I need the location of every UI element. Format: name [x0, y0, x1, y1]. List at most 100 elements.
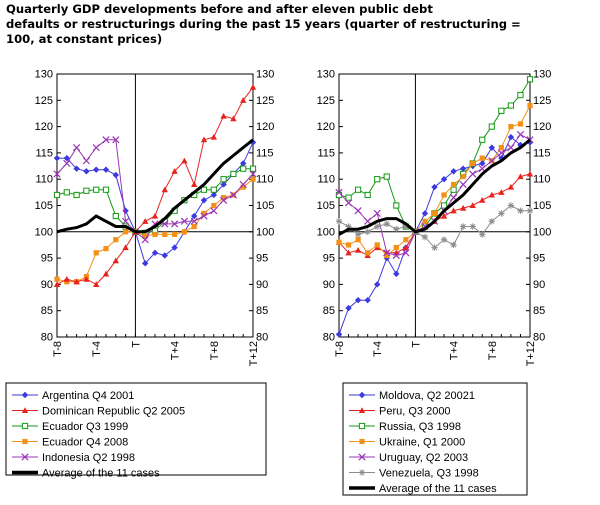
- data-point: [122, 207, 129, 214]
- data-point: [469, 170, 477, 178]
- y-tick-label-right: 115: [533, 147, 551, 159]
- data-point: [460, 173, 466, 180]
- y-tick-label-left: 125: [317, 95, 335, 107]
- data-point: [93, 281, 100, 287]
- data-point: [374, 176, 381, 183]
- y-tick-label-left: 105: [35, 200, 53, 212]
- y-tick-label-right: 125: [533, 95, 551, 107]
- data-point: [440, 202, 448, 209]
- x-tick-label: T+12: [248, 341, 260, 366]
- x-tick-label: T-8: [52, 341, 64, 357]
- x-tick-label: T: [130, 341, 142, 348]
- data-point: [200, 197, 208, 204]
- y-tick-label-left: 110: [35, 174, 53, 186]
- data-point: [92, 144, 100, 152]
- data-point: [102, 270, 110, 277]
- legend-swatch-marker: [358, 407, 366, 414]
- data-point: [210, 207, 218, 215]
- data-point: [240, 97, 247, 103]
- data-point: [102, 166, 110, 173]
- x-tick-label: T: [410, 341, 422, 348]
- data-point: [54, 276, 60, 282]
- data-point: [392, 251, 400, 260]
- y-tick-label-left: 110: [317, 174, 335, 186]
- chart-title: Quarterly GDP developments before and af…: [6, 2, 596, 47]
- data-point: [355, 237, 361, 243]
- data-point: [63, 275, 70, 282]
- data-point: [172, 231, 178, 238]
- data-point: [63, 189, 70, 196]
- y-tick-label-right: 130: [533, 69, 551, 81]
- data-point: [488, 144, 495, 151]
- series-line: [56, 231, 136, 286]
- data-point: [498, 107, 505, 114]
- data-point: [200, 186, 208, 193]
- data-point: [479, 197, 486, 203]
- legend-box: [342, 382, 528, 496]
- legend-swatch-marker: [358, 453, 366, 461]
- y-tick-label-left: 120: [317, 121, 335, 133]
- data-point: [498, 145, 504, 151]
- series-1-1: [53, 139, 257, 267]
- data-point: [526, 76, 534, 83]
- data-point: [422, 218, 428, 224]
- data-point: [335, 331, 343, 338]
- data-point: [345, 242, 352, 248]
- data-point: [249, 83, 257, 90]
- chart-panel-1: 80 80 85 85 90 90 95 95 100 100 105 105 110 110 115 115…: [5, 69, 274, 480]
- y-tick-label-left: 80: [323, 332, 335, 344]
- legend-label: Argentina Q4 2001: [42, 390, 134, 402]
- data-point: [250, 176, 256, 182]
- data-point: [170, 220, 179, 228]
- data-point: [93, 166, 100, 173]
- legend-1: Argentina Q4 2001 Dominican Republic Q2 2…: [5, 382, 267, 480]
- data-point: [123, 229, 129, 235]
- title-line-2: defaults or restructurings during the pa…: [6, 17, 521, 31]
- data-point: [345, 223, 352, 230]
- data-point: [201, 210, 207, 216]
- data-point: [498, 210, 505, 217]
- x-tick-label: T+4: [449, 341, 461, 360]
- legend-label: Ukraine, Q1 2000: [379, 437, 465, 449]
- data-point: [354, 296, 362, 304]
- y-tick-label-right: 105: [533, 200, 551, 212]
- data-point: [527, 102, 533, 109]
- y-tick-label-right: 95: [533, 253, 545, 265]
- data-point: [364, 191, 371, 199]
- data-point: [354, 247, 362, 253]
- series-1-4: [54, 176, 256, 285]
- series-1-7: [56, 138, 254, 234]
- title-line-3: 100, at constant prices): [6, 32, 163, 46]
- series-line: [338, 136, 531, 335]
- data-point: [402, 223, 410, 230]
- data-point: [112, 257, 119, 264]
- data-point: [200, 136, 208, 143]
- data-point: [240, 184, 246, 190]
- series-1-6: [53, 228, 139, 287]
- data-point: [421, 233, 429, 241]
- y-tick-label-left: 85: [323, 305, 335, 317]
- data-point: [517, 91, 524, 99]
- y-tick-label-left: 115: [317, 147, 335, 159]
- data-point: [383, 173, 390, 180]
- y-tick-label-right: 90: [256, 279, 268, 291]
- data-point: [440, 212, 448, 219]
- legend-swatch-marker: [22, 438, 28, 445]
- data-point: [335, 218, 343, 225]
- y-tick-label-right: 80: [256, 332, 268, 344]
- data-point: [151, 249, 159, 257]
- y-tick-label-left: 100: [317, 226, 335, 238]
- data-point: [364, 217, 372, 225]
- data-point: [345, 194, 352, 201]
- data-point: [180, 217, 189, 225]
- data-point: [517, 121, 524, 127]
- data-point: [479, 160, 486, 167]
- data-point: [112, 171, 119, 179]
- data-point: [93, 250, 99, 256]
- data-point: [383, 220, 390, 228]
- data-point: [335, 188, 343, 196]
- data-point: [374, 281, 381, 288]
- data-point: [142, 218, 149, 224]
- data-point: [142, 233, 148, 239]
- y-tick-label-right: 100: [256, 226, 274, 238]
